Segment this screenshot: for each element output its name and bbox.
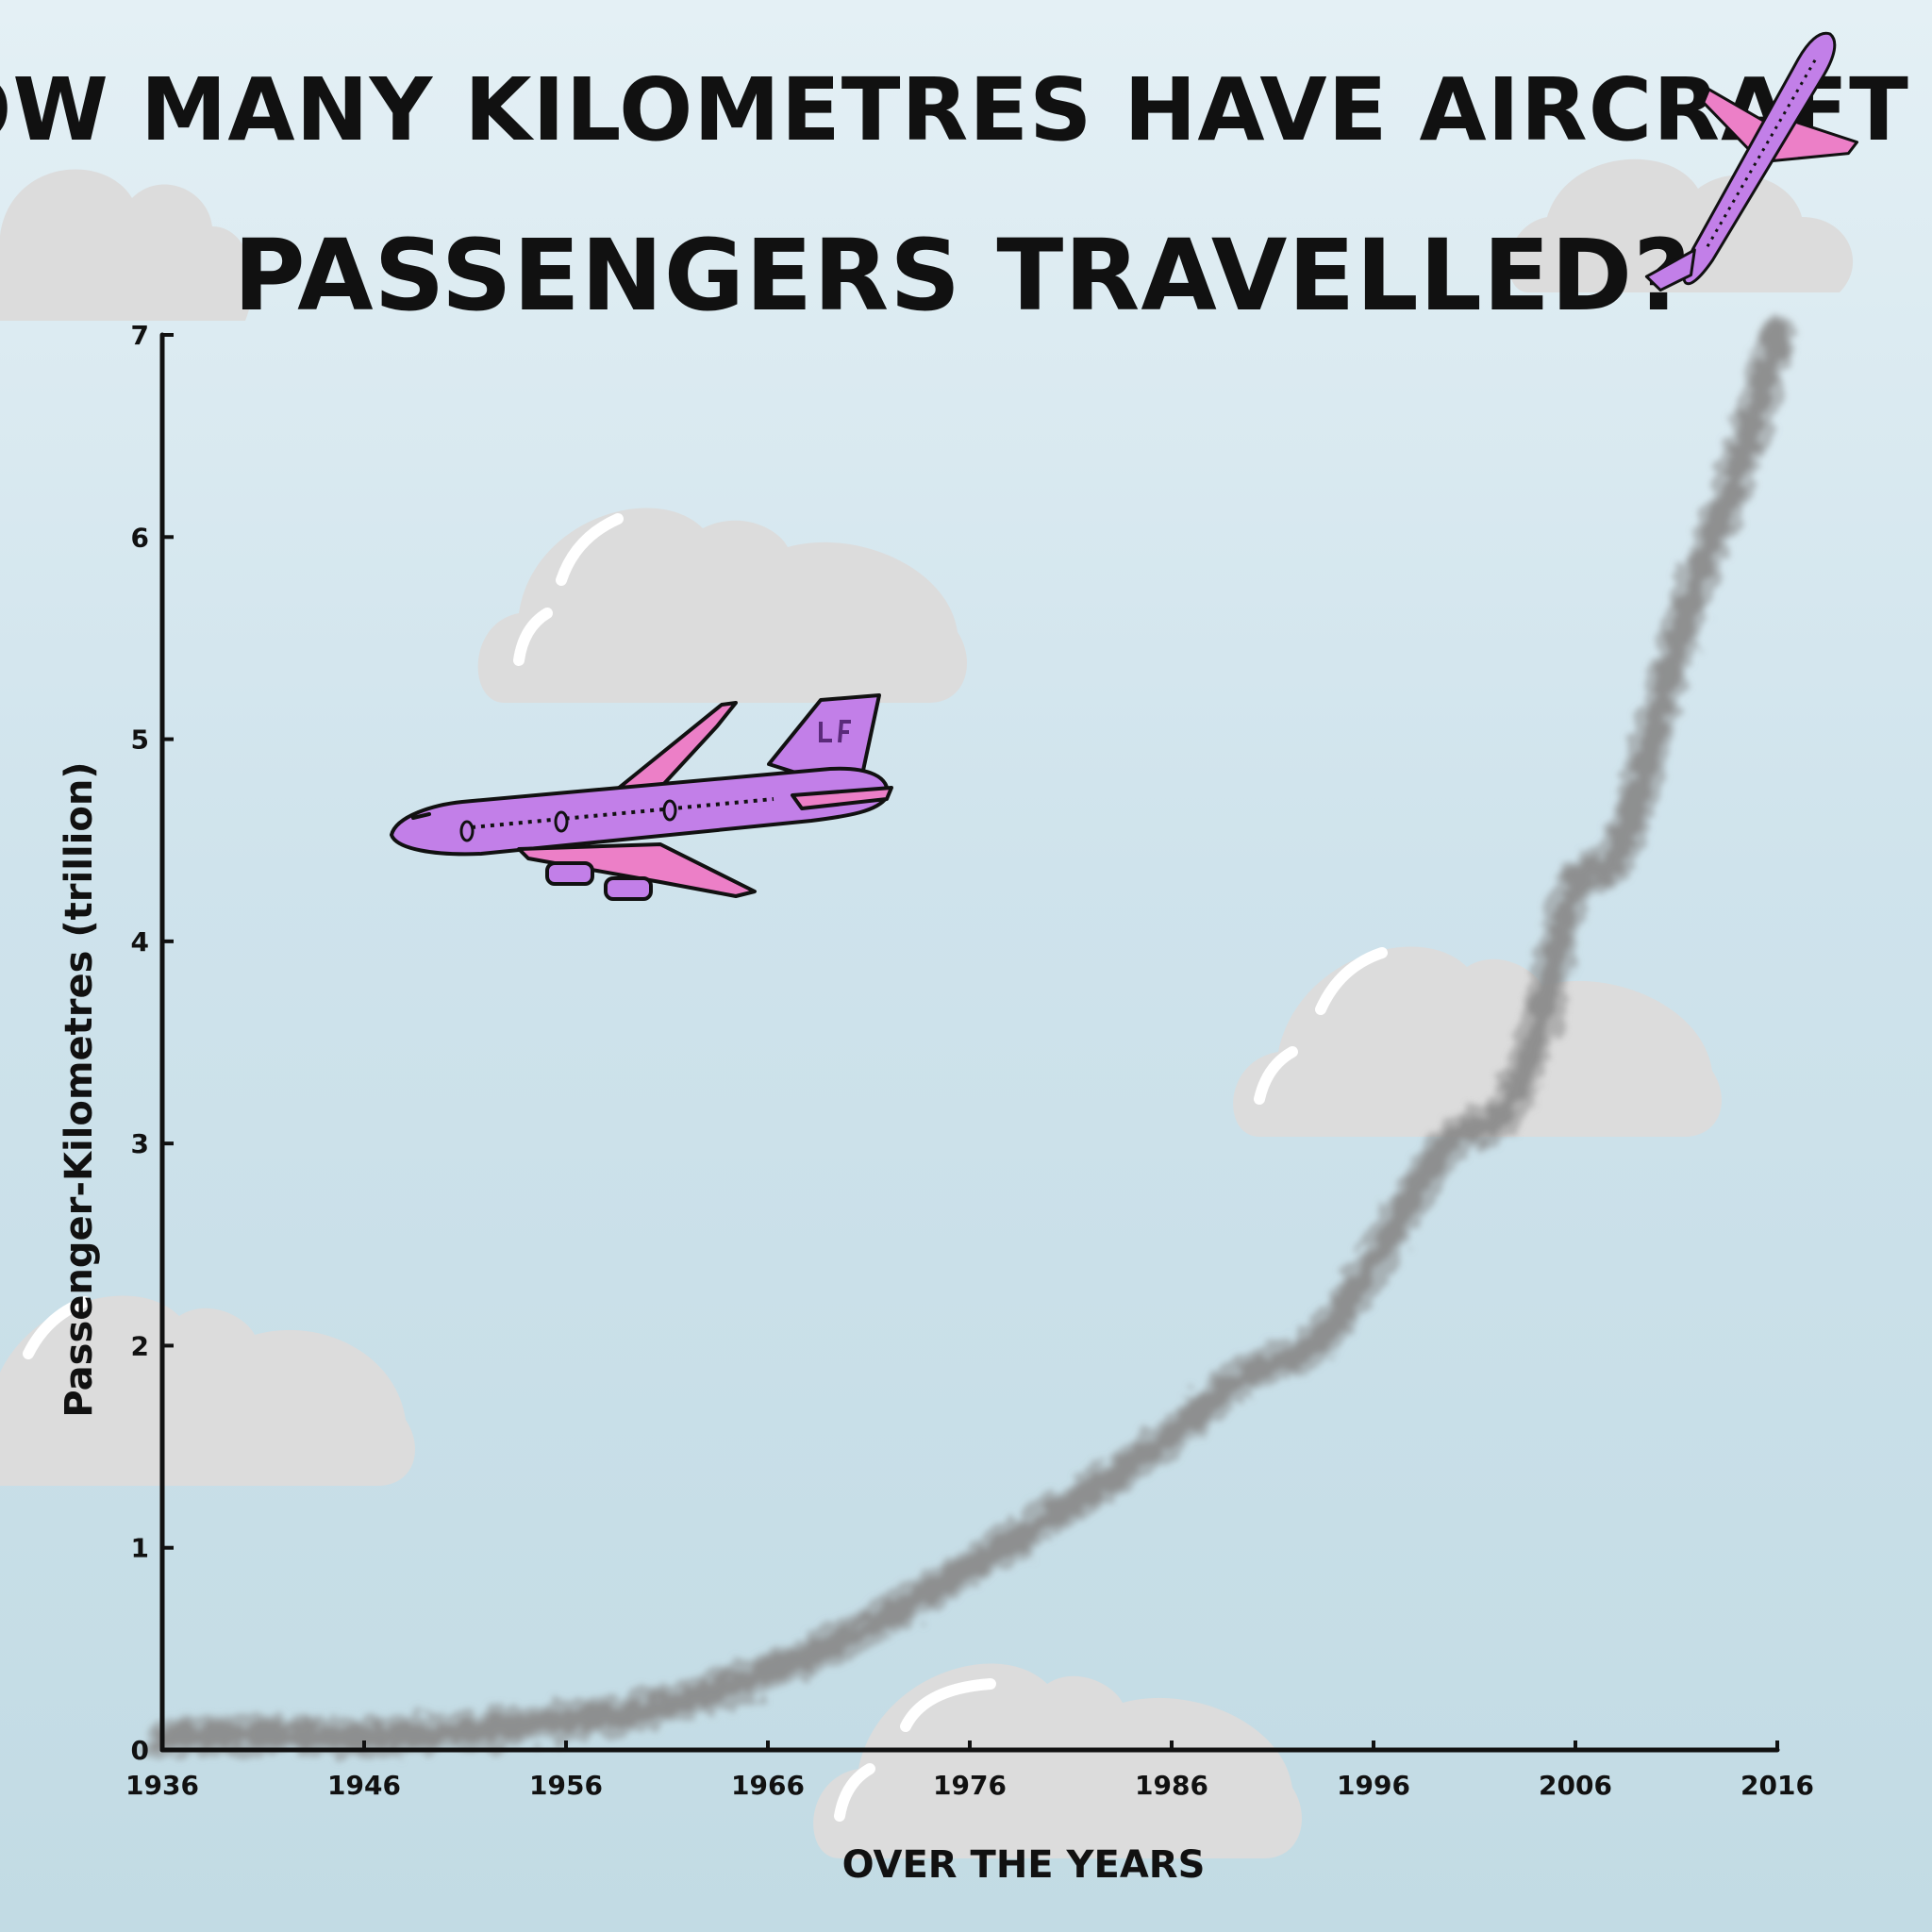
data-point bbox=[1613, 878, 1619, 884]
data-point bbox=[1734, 474, 1740, 479]
plane-door bbox=[662, 799, 677, 822]
data-point bbox=[1693, 575, 1699, 580]
y-tick-label: 6 bbox=[131, 522, 149, 553]
series-line bbox=[152, 325, 1788, 1749]
data-point bbox=[1774, 332, 1780, 338]
data-point bbox=[1310, 1353, 1316, 1358]
plane-door bbox=[554, 810, 569, 833]
smoke-trail-series bbox=[142, 315, 1797, 1758]
x-tick-label: 1996 bbox=[1337, 1770, 1410, 1801]
x-axis-label: OVER THE YEARS bbox=[842, 1843, 1206, 1887]
y-tick-label: 1 bbox=[131, 1533, 149, 1564]
x-tick-label: 1946 bbox=[327, 1770, 401, 1801]
cloud-highlight bbox=[1254, 1046, 1298, 1105]
x-tick-label: 2016 bbox=[1740, 1770, 1814, 1801]
plane-door bbox=[459, 820, 475, 842]
climbing-airplane-illustration bbox=[1644, 31, 1859, 292]
cloud-shape bbox=[1233, 946, 1722, 1137]
x-tick-label: 1966 bbox=[731, 1770, 805, 1801]
plane-tail-fin bbox=[1644, 248, 1696, 292]
data-point bbox=[1573, 858, 1578, 863]
cloud-shape bbox=[0, 1295, 415, 1486]
y-axis-label: Passenger-Kilometres (trillion) bbox=[58, 761, 101, 1417]
data-point bbox=[1532, 1050, 1538, 1056]
cloud-shape bbox=[1508, 158, 1854, 292]
airplane-illustration bbox=[390, 693, 893, 901]
plane-wing bbox=[517, 842, 757, 898]
plane-engine bbox=[545, 861, 594, 886]
data-point bbox=[563, 1717, 569, 1723]
plane-windows bbox=[471, 797, 774, 829]
plane-tail-wing bbox=[791, 786, 893, 810]
x-tick-label: 1986 bbox=[1135, 1770, 1208, 1801]
data-point bbox=[846, 1636, 852, 1641]
data-point bbox=[1491, 1130, 1497, 1136]
cloud-shape bbox=[813, 1663, 1302, 1858]
series-layer bbox=[142, 315, 1797, 1758]
cloud-highlight bbox=[513, 608, 553, 666]
data-point bbox=[361, 1735, 367, 1740]
ticks-layer: 1936 1946 1956 1966 1976 1986 1996 2006 2016 0 1 2 3… bbox=[125, 320, 1814, 1801]
x-tick-label: 1936 bbox=[125, 1770, 199, 1801]
plane-cockpit bbox=[411, 812, 431, 820]
data-point bbox=[241, 1731, 246, 1737]
cloud-highlight bbox=[556, 513, 624, 586]
data-point bbox=[442, 1731, 448, 1737]
data-point bbox=[765, 1671, 771, 1676]
plane-windows bbox=[1706, 58, 1818, 247]
data-point bbox=[1048, 1515, 1054, 1521]
cloud bbox=[813, 1663, 1302, 1858]
y-tick-label: 0 bbox=[131, 1735, 149, 1766]
cloud-highlight bbox=[1315, 947, 1388, 1015]
data-point bbox=[1654, 716, 1659, 722]
clouds-decoration bbox=[0, 158, 1854, 1858]
cloud-shape bbox=[0, 169, 253, 321]
cloud-highlight bbox=[900, 1678, 996, 1732]
y-tick-label: 3 bbox=[131, 1128, 149, 1159]
x-tick-label: 1976 bbox=[933, 1770, 1007, 1801]
x-tick-label: 1956 bbox=[529, 1770, 603, 1801]
data-point bbox=[1250, 1363, 1256, 1369]
cloud bbox=[0, 1295, 415, 1486]
data-point bbox=[644, 1710, 650, 1716]
chart-title-line-2: PASSENGERS TRAVELLED? bbox=[233, 218, 1690, 333]
cloud bbox=[0, 169, 253, 321]
y-tick-label: 4 bbox=[131, 926, 149, 958]
cloud bbox=[1233, 946, 1722, 1137]
data-point bbox=[1371, 1262, 1376, 1268]
chart-title-line-1: HOW MANY KILOMETRES HAVE AIRCRAFT bbox=[0, 59, 1909, 160]
cloud bbox=[1508, 158, 1854, 292]
cloud-highlight bbox=[834, 1763, 875, 1822]
cloud-highlight bbox=[23, 1296, 91, 1359]
data-point bbox=[1169, 1434, 1174, 1440]
cloud bbox=[477, 508, 967, 703]
x-tick-label: 2006 bbox=[1539, 1770, 1612, 1801]
y-tick-label: 5 bbox=[131, 724, 149, 756]
y-tick-label: 2 bbox=[131, 1330, 149, 1361]
plane-tail-logo-icon bbox=[819, 720, 851, 743]
y-tick-label: 7 bbox=[131, 320, 149, 351]
plane-engine bbox=[604, 876, 653, 901]
cloud-shape bbox=[477, 508, 967, 703]
data-point bbox=[1452, 1121, 1457, 1126]
data-point bbox=[967, 1565, 973, 1571]
